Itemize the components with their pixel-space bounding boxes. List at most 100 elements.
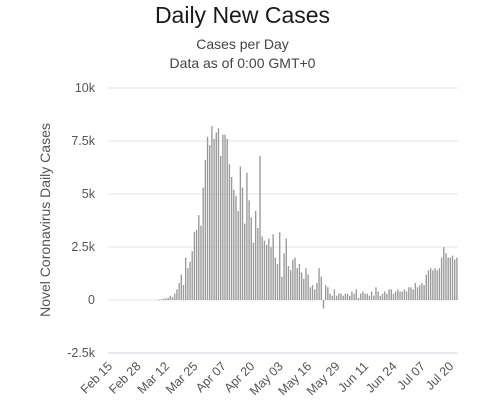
bar [314, 289, 316, 300]
bar [226, 138, 228, 300]
bar [211, 126, 213, 300]
bar [384, 291, 386, 300]
bar [285, 238, 287, 300]
y-tick-label: 7.5k [71, 134, 95, 148]
bar [300, 272, 303, 300]
bar [445, 253, 447, 300]
bar [178, 283, 180, 300]
bar [215, 132, 217, 300]
y-tick-label: 0 [88, 293, 95, 307]
bar [254, 210, 257, 300]
bar [292, 259, 294, 300]
bar [392, 293, 395, 300]
bar [222, 134, 224, 300]
chart-subtitle: Cases per Day Data as of 0:00 GMT+0 [0, 35, 485, 73]
bar [410, 287, 412, 300]
bar [189, 261, 191, 300]
bar [309, 287, 312, 300]
x-tick-label: Mar 25 [163, 359, 200, 396]
bar [335, 295, 338, 300]
x-tick-label: Apr 07 [193, 359, 229, 395]
bar [316, 283, 318, 300]
bar [355, 289, 357, 300]
bar [283, 253, 285, 300]
bar [408, 287, 410, 300]
bar [244, 223, 246, 300]
bar [174, 293, 176, 300]
bar [401, 291, 403, 300]
bar [344, 293, 347, 300]
bar [414, 283, 417, 300]
bar [432, 270, 434, 300]
y-tick-label: -2.5k [67, 346, 96, 360]
bar [456, 257, 458, 300]
bar [265, 244, 268, 300]
bar [195, 230, 198, 300]
bar [279, 232, 281, 300]
bar [209, 145, 211, 300]
bar [160, 299, 163, 300]
bar [419, 285, 421, 300]
bar [351, 291, 353, 300]
bar [357, 297, 360, 300]
bar [429, 268, 432, 300]
bar [239, 166, 242, 300]
bar [333, 289, 336, 300]
bar [394, 291, 397, 300]
bar [217, 128, 220, 300]
bar [346, 293, 349, 300]
bar [366, 293, 368, 300]
bar [272, 234, 274, 300]
bar [329, 293, 331, 300]
bar [340, 293, 342, 300]
bar [331, 295, 333, 300]
bar [399, 291, 401, 300]
subtitle-line-1: Cases per Day [196, 36, 289, 52]
bar [252, 242, 255, 300]
bar [193, 232, 196, 300]
bar [388, 289, 390, 300]
bar [176, 289, 178, 300]
bar [454, 259, 456, 300]
bar [169, 295, 172, 300]
bar [289, 270, 292, 300]
bar [440, 257, 443, 300]
bar [228, 164, 231, 300]
bar [390, 289, 392, 300]
bar [246, 172, 248, 300]
bar [198, 215, 200, 300]
x-tick-label: Jul 07 [395, 359, 429, 393]
bar [368, 295, 371, 300]
y-tick-label: 10k [75, 81, 96, 95]
bar [296, 268, 298, 300]
bar [248, 200, 250, 300]
bar [381, 293, 384, 300]
bar [397, 289, 399, 300]
bar [359, 293, 362, 300]
bar [180, 274, 182, 300]
bar [447, 257, 449, 300]
bar [386, 293, 388, 300]
bar [298, 263, 301, 300]
bar [303, 278, 305, 300]
y-tick-label: 5k [82, 187, 96, 201]
bar [268, 238, 270, 300]
x-tick-label: Jun 24 [363, 359, 399, 395]
bar [250, 217, 252, 300]
bar [213, 138, 215, 300]
y-axis-label: Novel Coronavirus Daily Cases [37, 123, 53, 317]
bar [322, 300, 325, 309]
bar [202, 187, 204, 300]
bar [191, 251, 193, 300]
bar [425, 274, 427, 300]
bar [204, 160, 207, 300]
bar [182, 285, 185, 300]
bar [436, 270, 438, 300]
bar [158, 299, 161, 301]
bar [241, 187, 244, 300]
bar [362, 291, 364, 300]
bar [167, 297, 169, 300]
bar [230, 177, 233, 300]
bar [224, 134, 226, 300]
